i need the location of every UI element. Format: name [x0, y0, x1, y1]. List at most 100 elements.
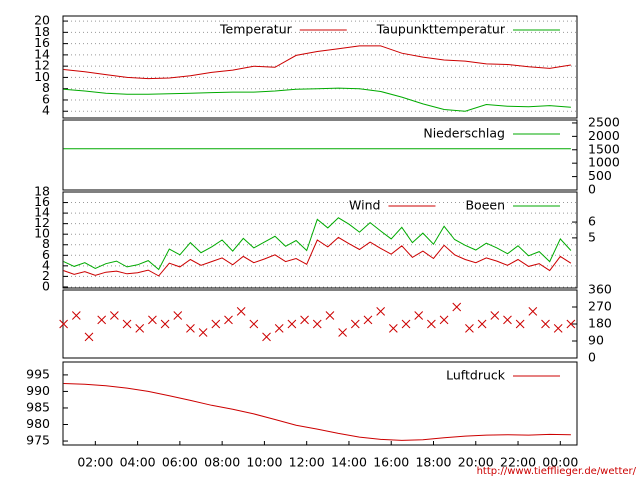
x-tick-label: 22:00	[500, 455, 536, 470]
y2-tick-label: 270	[588, 299, 612, 314]
point	[300, 315, 309, 325]
y-tick-label: 8	[42, 236, 50, 251]
y-tick-label: 8	[42, 80, 50, 95]
y-tick-label: 6	[42, 247, 50, 262]
y-tick-label: 4	[42, 257, 50, 272]
y-tick-label: 985	[26, 399, 50, 414]
point	[350, 319, 360, 329]
legend-label: Wind	[349, 198, 380, 213]
y-tick-label: 14	[34, 205, 50, 220]
point	[262, 332, 271, 342]
y-tick-label: 16	[34, 35, 50, 50]
point	[503, 315, 512, 325]
point	[249, 319, 259, 329]
point	[110, 311, 119, 320]
point	[84, 332, 94, 342]
series-line	[63, 236, 572, 277]
x-tick-label: 06:00	[162, 455, 198, 470]
y2-tick-label: 1000	[588, 155, 620, 170]
point	[236, 306, 246, 316]
point	[198, 328, 208, 337]
y2-tick-label: 1500	[588, 141, 620, 156]
y-tick-label: 12	[34, 215, 50, 230]
legend-label: Niederschlag	[423, 126, 505, 141]
point	[528, 306, 538, 316]
y-tick-label: 18	[34, 24, 50, 39]
y2-tick-label: 5	[588, 229, 596, 244]
point	[312, 319, 322, 329]
point	[515, 319, 525, 329]
point	[427, 319, 436, 329]
point	[148, 315, 157, 325]
panel-frame	[62, 15, 578, 119]
point	[566, 319, 576, 329]
point	[186, 323, 195, 333]
panel-frame	[62, 361, 578, 446]
y2-tick-label: 90	[588, 333, 604, 348]
y-tick-label: 14	[34, 46, 50, 61]
series-line	[63, 217, 572, 271]
y-tick-label: 995	[26, 366, 50, 381]
x-tick-label: 14:00	[331, 455, 367, 470]
y-tick-label: 2	[42, 268, 50, 283]
y2-tick-label: 0	[588, 350, 596, 365]
y-tick-label: 18	[34, 184, 50, 199]
point	[363, 315, 373, 325]
y-tick-label: 16	[34, 194, 50, 209]
x-tick-label: 04:00	[120, 455, 156, 470]
legend-label: Temperatur	[219, 22, 293, 37]
y-tick-label: 10	[34, 226, 50, 241]
series-line	[63, 87, 571, 112]
y-tick-label: 20	[34, 13, 50, 28]
y-tick-label: 0	[42, 278, 50, 293]
x-tick-label: 20:00	[458, 455, 494, 470]
x-tick-label: 16:00	[373, 455, 409, 470]
y2-tick-label: 2500	[588, 114, 620, 129]
y2-tick-label: 6	[588, 214, 596, 229]
series-line	[63, 383, 571, 441]
y2-tick-label: 0	[588, 182, 596, 197]
point	[211, 319, 221, 329]
x-tick-label: 02:00	[77, 455, 113, 470]
y2-tick-label: 2000	[588, 128, 620, 143]
panel-frame	[62, 191, 578, 289]
x-tick-label: 18:00	[415, 455, 451, 470]
point	[135, 323, 145, 333]
point	[465, 323, 474, 333]
point	[388, 323, 398, 333]
y-tick-label: 12	[34, 58, 50, 73]
y-tick-label: 4	[42, 103, 50, 118]
point	[439, 315, 449, 325]
point	[338, 328, 347, 337]
point	[224, 315, 233, 325]
point	[325, 311, 335, 320]
point	[477, 319, 487, 329]
series-line	[63, 45, 571, 80]
point	[122, 319, 132, 329]
y-tick-label: 980	[26, 416, 50, 431]
x-tick-label: 10:00	[246, 455, 282, 470]
panel-frame	[62, 119, 578, 191]
x-tick-label: 12:00	[289, 455, 325, 470]
legend-label: Taupunkttemperatur	[376, 22, 506, 37]
point	[414, 311, 424, 320]
point	[287, 319, 297, 329]
point	[553, 323, 563, 333]
y-tick-label: 10	[34, 69, 50, 84]
point	[376, 306, 386, 316]
point	[97, 315, 107, 325]
x-tick-label: 00:00	[542, 455, 578, 470]
legend-label: Boeen	[465, 198, 505, 213]
x-tick-label: 08:00	[204, 455, 240, 470]
y2-tick-label: 360	[588, 282, 612, 297]
y2-tick-label: 500	[588, 168, 612, 183]
point	[71, 311, 81, 320]
point	[452, 302, 462, 312]
point	[160, 319, 170, 329]
y-tick-label: 975	[26, 433, 50, 448]
y-tick-label: 6	[42, 91, 50, 106]
point	[173, 311, 183, 320]
